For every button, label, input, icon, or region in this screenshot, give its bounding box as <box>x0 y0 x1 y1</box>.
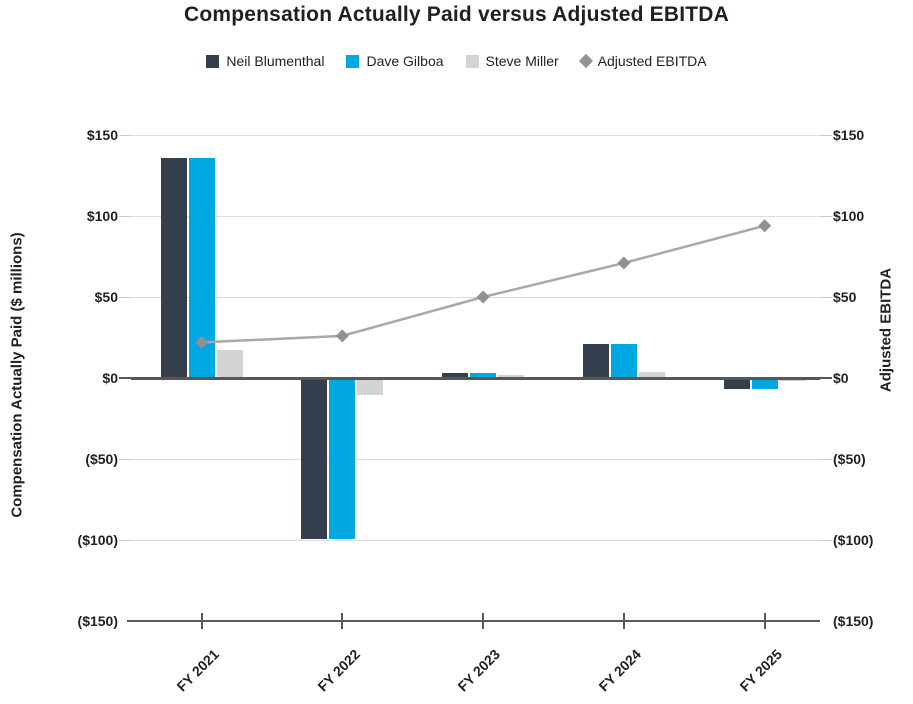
legend-square-icon <box>346 54 360 68</box>
y-tick-mark-left <box>119 459 131 460</box>
x-axis-label-fy-2025: FY 2025 <box>736 646 786 695</box>
bar-steve-miller-fy-2021 <box>216 350 243 378</box>
bar-neil-blumenthal-fy-2023 <box>442 373 469 378</box>
adjusted-ebitda-line <box>201 224 766 344</box>
legend-label: Adjusted EBITDA <box>597 53 707 69</box>
y-axis-tick-label-left: $150 <box>86 127 118 143</box>
legend-item-adjusted-ebitda: Adjusted EBITDA <box>578 53 707 69</box>
bar-steve-miller-fy-2022 <box>357 379 384 396</box>
x-axis-label-fy-2022: FY 2022 <box>314 646 363 695</box>
bar-dave-gilboa-fy-2021 <box>188 157 215 378</box>
adjusted-ebitda-marker-fy-2025 <box>758 219 772 233</box>
bar-neil-blumenthal-fy-2021 <box>160 157 187 378</box>
y-axis-tick-label-left: ($100) <box>77 532 118 548</box>
y-axis-tick-label-left: $50 <box>94 289 118 305</box>
y-tick-mark-left <box>119 216 131 217</box>
bar-dave-gilboa-fy-2024 <box>610 343 637 378</box>
y-axis-title-right: Adjusted EBITDA <box>877 267 895 393</box>
gridline <box>131 135 820 136</box>
y-tick-mark-right <box>820 216 832 217</box>
legend-label: Dave Gilboa <box>366 53 444 69</box>
y-axis-tick-label-right: ($100) <box>833 532 874 548</box>
y-tick-mark-left <box>119 540 131 541</box>
bar-dave-gilboa-fy-2023 <box>470 373 497 378</box>
legend-label: Neil Blumenthal <box>226 53 325 69</box>
y-tick-mark-right <box>820 377 832 379</box>
gridline <box>131 459 820 460</box>
y-tick-mark-right <box>820 135 832 136</box>
x-tick-fy-2025 <box>763 613 766 629</box>
y-axis-tick-label-right: $100 <box>833 208 865 224</box>
y-axis-tick-label-right: $50 <box>833 289 857 305</box>
x-tick-fy-2023 <box>482 613 485 629</box>
legend-label: Steve Miller <box>485 53 559 69</box>
legend: Neil Blumenthal Dave Gilboa Steve Miller Ad… <box>0 53 913 69</box>
y-tick-mark-left <box>119 377 131 379</box>
bar-steve-miller-fy-2025 <box>779 379 806 381</box>
x-axis-label-fy-2021: FY 2021 <box>173 646 222 695</box>
legend-item-dave-gilboa: Dave Gilboa <box>346 53 444 69</box>
y-axis-tick-label-left: $0 <box>102 370 118 386</box>
bar-dave-gilboa-fy-2025 <box>751 379 778 389</box>
y-tick-mark-right <box>820 540 832 541</box>
legend-square-icon <box>206 54 220 68</box>
y-axis-tick-label-left: ($150) <box>77 613 118 629</box>
bar-steve-miller-fy-2023 <box>498 374 525 378</box>
y-axis-tick-label-right: ($150) <box>833 613 874 629</box>
bar-dave-gilboa-fy-2022 <box>329 379 356 540</box>
y-axis-tick-label-right: $150 <box>833 127 865 143</box>
x-axis-label-fy-2023: FY 2023 <box>454 646 504 695</box>
y-tick-mark-left <box>119 135 131 136</box>
y-axis-tick-label-right: ($50) <box>833 451 866 467</box>
gridline <box>131 297 820 298</box>
bar-neil-blumenthal-fy-2024 <box>582 343 609 378</box>
chart-title: Compensation Actually Paid versus Adjust… <box>183 3 729 26</box>
y-tick-mark-right <box>820 459 832 460</box>
y-axis-tick-label-left: $100 <box>86 208 118 224</box>
y-axis-title-left: Compensation Actually Paid ($ millions) <box>8 232 26 518</box>
zero-gridline <box>131 377 820 380</box>
adjusted-ebitda-marker-fy-2022 <box>335 329 349 343</box>
y-tick-mark-right <box>820 297 832 298</box>
x-tick-fy-2022 <box>341 613 344 629</box>
bar-steve-miller-fy-2024 <box>638 371 665 378</box>
bar-neil-blumenthal-fy-2022 <box>301 379 328 540</box>
y-tick-mark-left <box>119 297 131 298</box>
legend-square-icon <box>465 54 479 68</box>
x-tick-fy-2024 <box>622 613 625 629</box>
x-tick-fy-2021 <box>200 613 203 629</box>
adjusted-ebitda-marker-fy-2024 <box>617 256 631 270</box>
bar-neil-blumenthal-fy-2025 <box>723 379 750 389</box>
y-axis-tick-label-right: $0 <box>833 370 849 386</box>
gridline <box>131 540 820 541</box>
legend-item-steve-miller: Steve Miller <box>465 53 559 69</box>
x-axis-label-fy-2024: FY 2024 <box>595 646 645 695</box>
x-axis-line <box>127 620 820 622</box>
legend-item-neil-blumenthal: Neil Blumenthal <box>206 53 324 69</box>
y-axis-tick-label-left: ($50) <box>85 451 118 467</box>
gridline <box>131 216 820 217</box>
